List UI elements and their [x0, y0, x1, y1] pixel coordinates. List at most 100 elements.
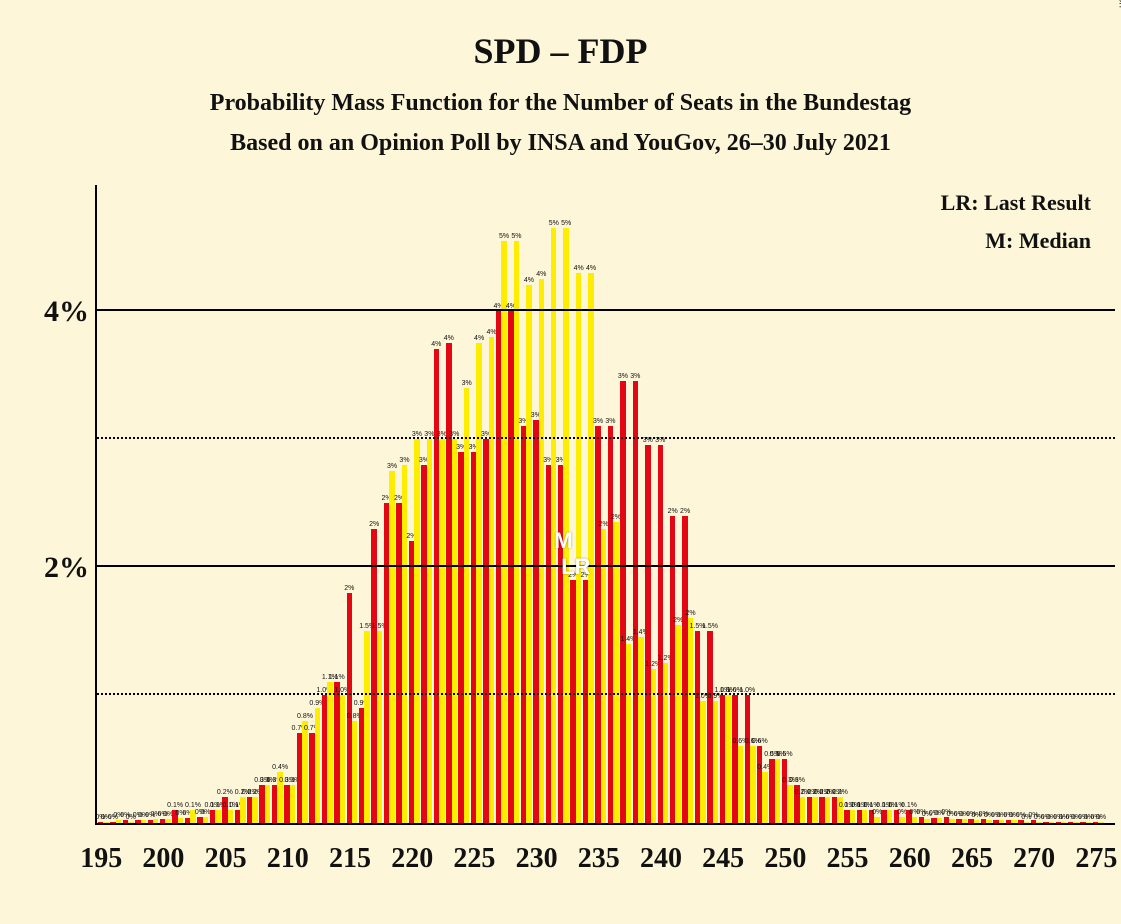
y-axis-label: 4%	[44, 295, 89, 329]
bar-yellow: 0%	[103, 822, 108, 823]
bar-yellow: 1.5%	[377, 631, 382, 823]
bar-yellow: 0%	[949, 819, 954, 823]
bar-yellow: 1.0%	[340, 695, 345, 823]
gridline-minor	[97, 693, 1115, 695]
chart-subtitle-2: Based on an Opinion Poll by INSA and You…	[0, 130, 1121, 157]
x-axis-label: 265	[951, 843, 993, 875]
bar-yellow: 0%	[986, 820, 991, 823]
bar-yellow: 0.6%	[738, 746, 743, 823]
bar-yellow: 3%	[402, 465, 407, 823]
bar-value-label: 5%	[511, 233, 521, 240]
bar-yellow: 0.2%	[800, 797, 805, 823]
bar-yellow: 0%	[912, 817, 917, 823]
bar-value-label: 0.6%	[752, 738, 768, 745]
bar-yellow: 0.9%	[713, 701, 718, 823]
bar-yellow: 3%	[464, 388, 469, 823]
x-axis-label: 195	[80, 843, 122, 875]
bar-value-label: 4%	[574, 265, 584, 272]
bar-yellow: 0%	[999, 820, 1004, 823]
bar-value-label: 3%	[605, 418, 615, 425]
bar-value-label: 0%	[1096, 814, 1106, 821]
bar-value-label: 3%	[399, 457, 409, 464]
bar-yellow: 0%	[1098, 822, 1103, 823]
bar-value-label: 0.4%	[272, 764, 288, 771]
bar-yellow: 0%	[874, 817, 879, 823]
bar-value-label: 4%	[536, 271, 546, 278]
x-axis-label: 230	[516, 843, 558, 875]
bar-value-label: 4%	[474, 335, 484, 342]
bar-value-label: 0.2%	[832, 789, 848, 796]
bar-yellow: 0%	[1036, 822, 1041, 823]
bar-yellow: 2%	[688, 618, 693, 823]
bar-yellow: 3%	[427, 439, 432, 823]
bar-value-label: 0.1%	[167, 802, 183, 809]
x-axis-label: 245	[702, 843, 744, 875]
bar-value-label: 4%	[524, 277, 534, 284]
bar-yellow: 5%	[563, 228, 568, 823]
bar-value-label: 4%	[586, 265, 596, 272]
bar-value-label: 5%	[499, 233, 509, 240]
bar-yellow: 0%	[1049, 822, 1054, 823]
bar-yellow: 0%	[141, 820, 146, 823]
bar-value-label: 2%	[369, 521, 379, 528]
bar-yellow: 0%	[203, 817, 208, 823]
bar-yellow: 1.5%	[364, 631, 369, 823]
x-axis-label: 260	[889, 843, 931, 875]
chart-title: SPD – FDP	[0, 30, 1121, 72]
bar-yellow: 0.2%	[252, 797, 257, 823]
bar-value-label: 2%	[680, 508, 690, 515]
bar-yellow: 0%	[1061, 822, 1066, 823]
bar-yellow: 0.8%	[352, 721, 357, 823]
bar-yellow: 0%	[1073, 822, 1078, 823]
bar-yellow: 0.1%	[862, 810, 867, 823]
bar-value-label: 4%	[444, 335, 454, 342]
chart-container: © 2021 Filip van Laenen SPD – FDP Probab…	[0, 0, 1121, 924]
x-axis-label: 240	[640, 843, 682, 875]
bar-yellow: 0%	[937, 818, 942, 823]
bar-yellow: 0.1%	[887, 810, 892, 823]
bar-value-label: 4%	[431, 341, 441, 348]
y-axis-label: 2%	[44, 551, 89, 585]
bar-value-label: 0.5%	[777, 751, 793, 758]
bar-yellow: 4%	[489, 337, 494, 823]
bar-yellow: 0.2%	[825, 797, 830, 823]
copyright-text: © 2021 Filip van Laenen	[1117, 0, 1121, 8]
bar-value-label: 1.1%	[329, 674, 345, 681]
bar-yellow: 0.8%	[302, 721, 307, 823]
x-axis-label: 255	[827, 843, 869, 875]
bar-yellow: 3%	[389, 471, 394, 823]
x-axis-label: 215	[329, 843, 371, 875]
bar-yellow: 0.4%	[762, 772, 767, 823]
bar-yellow: 0.1%	[850, 810, 855, 823]
gridline	[97, 309, 1115, 311]
bar-yellow: 0%	[962, 819, 967, 823]
bar-yellow: 0%	[924, 819, 929, 823]
x-axis-label: 235	[578, 843, 620, 875]
bar-yellow: 0%	[974, 820, 979, 823]
bar-yellow: 1.1%	[327, 682, 332, 823]
bar-yellow: 0.3%	[290, 785, 295, 823]
bar-value-label: 3%	[387, 463, 397, 470]
bar-yellow: 3%	[452, 439, 457, 823]
gridline	[97, 565, 1115, 567]
bar-yellow: 4%	[476, 343, 481, 823]
bar-yellow: 1.4%	[638, 637, 643, 823]
bar-yellow: 2%	[675, 625, 680, 823]
x-axis-label: 210	[267, 843, 309, 875]
bar-yellow: 2%	[601, 529, 606, 823]
bars-group: 0% 0% 0% 0% 0% 0% 0% 0% 0% 0% 0% 0% 0.1% 0% 0% 0.1% 0% 0%…	[97, 185, 1115, 823]
bar-value-label: 3%	[630, 373, 640, 380]
bar-value-label: 0.3%	[789, 777, 805, 784]
bar-yellow: 0.2%	[240, 797, 245, 823]
bar-yellow: 1.0%	[725, 695, 730, 823]
bar-value-label: 3%	[462, 380, 472, 387]
bar-yellow: 0.3%	[787, 785, 792, 823]
chart-subtitle-1: Probability Mass Function for the Number…	[0, 90, 1121, 117]
bar-yellow: 0%	[1024, 822, 1029, 823]
bar-yellow: 3%	[439, 439, 444, 823]
bar-value-label: 3%	[618, 373, 628, 380]
gridline-minor	[97, 437, 1115, 439]
bar-yellow: 1.2%	[663, 663, 668, 823]
bar-yellow: 0%	[153, 819, 158, 823]
bar-yellow: 0%	[899, 817, 904, 823]
